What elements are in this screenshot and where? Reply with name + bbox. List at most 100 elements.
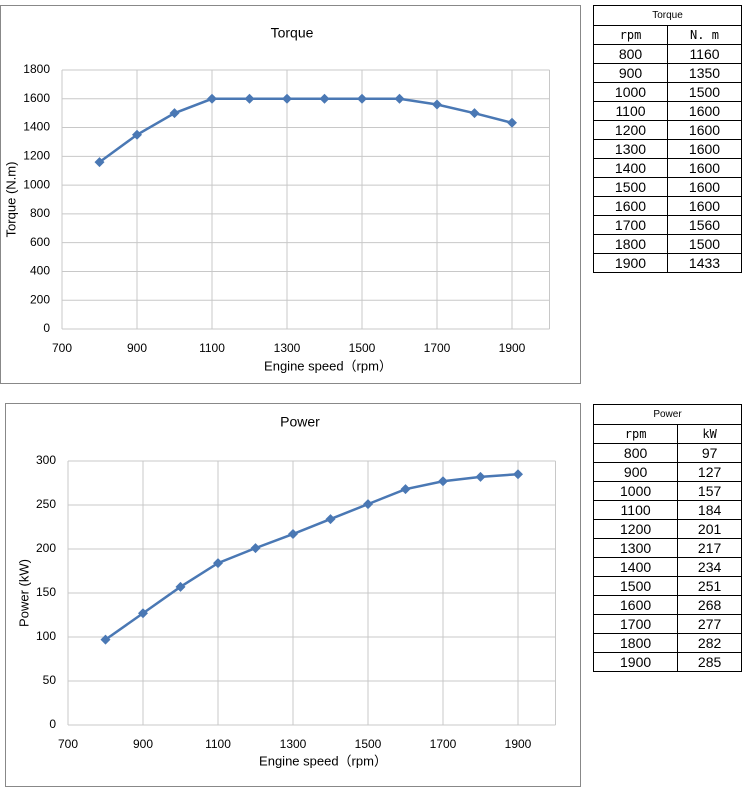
marker	[169, 108, 180, 119]
marker	[438, 476, 448, 487]
y-tick-label: 200	[30, 292, 50, 306]
chart-frame	[5, 403, 581, 787]
table-cell: 1600	[667, 196, 742, 216]
table-cell: 1700	[593, 215, 668, 235]
data-table: Torque rpm N. m 800 1160 900 1350 1000 1500 1100 1…	[593, 5, 742, 273]
table-row: 1900 1433	[593, 253, 742, 273]
x-tick-label: 900	[127, 341, 147, 355]
marker	[244, 93, 255, 104]
marker	[325, 514, 336, 525]
x-tick-label: 1700	[424, 341, 451, 355]
table-row: 1400 234	[592, 557, 742, 577]
x-tick-label: 700	[52, 341, 72, 355]
table-cell: 1500	[667, 234, 742, 254]
y-tick-label: 600	[30, 235, 50, 249]
table-row: 800 1160	[593, 44, 742, 64]
table-cell: 184	[677, 500, 742, 520]
table-row: 1300 217	[592, 538, 742, 558]
x-axis-label: Engine speed（rpm）	[264, 358, 392, 373]
table-row: 1900 285	[592, 652, 742, 672]
chart-frame	[0, 5, 581, 384]
x-tick-label: 700	[58, 737, 78, 751]
table-row: 1000 157	[592, 481, 742, 501]
table-cell: Power	[593, 404, 742, 425]
marker	[475, 471, 486, 482]
table-cell: 1400	[592, 557, 679, 577]
chart-title: Power	[280, 414, 320, 430]
x-tick-label: 1900	[499, 341, 526, 355]
table-row: rpm kW	[592, 424, 742, 444]
table-row: Torque	[593, 5, 742, 26]
table-cell: 1600	[592, 595, 679, 615]
marker	[363, 499, 373, 510]
marker	[207, 93, 217, 104]
x-tick-label: 1500	[355, 737, 382, 751]
x-tick-label: 1700	[430, 737, 457, 751]
table-cell: 1433	[667, 253, 742, 273]
table-cell: 201	[677, 519, 742, 539]
x-tick-label: 1100	[199, 341, 225, 355]
table-cell: 1200	[592, 519, 679, 539]
table-row: 1700 277	[592, 614, 742, 634]
x-tick-label: 1300	[274, 341, 301, 355]
table-cell: 251	[677, 576, 742, 596]
data-table: Power rpm kW 800 97 900 127 1000 157 1100 184 1200 2…	[592, 404, 742, 672]
table-row: 1200 1600	[593, 120, 742, 140]
table-cell: 268	[677, 595, 742, 615]
table-row: 1700 1560	[593, 215, 742, 235]
table-cell: kW	[677, 424, 742, 444]
table-cell: 1300	[592, 538, 679, 558]
table-cell: 217	[677, 538, 742, 558]
marker	[513, 469, 523, 480]
table-cell: 800	[592, 443, 679, 463]
table-row: 1300 1600	[593, 139, 742, 159]
y-tick-label: 100	[36, 629, 56, 643]
table-row: 1500 1600	[593, 177, 742, 197]
marker	[288, 529, 298, 540]
x-tick-label: 1300	[280, 737, 307, 751]
marker	[175, 581, 186, 592]
marker	[432, 99, 442, 110]
table-cell: 1600	[667, 139, 742, 159]
x-tick-label: 1100	[205, 737, 231, 751]
table-cell: 1600	[667, 158, 742, 178]
marker	[213, 558, 223, 569]
marker	[94, 157, 105, 168]
table-row: 900 1350	[593, 63, 742, 83]
y-tick-label: 1200	[23, 149, 50, 163]
marker	[400, 484, 411, 495]
marker	[282, 93, 292, 104]
line	[98, 97, 513, 164]
table-cell: 1800	[593, 234, 668, 254]
x-axis-label: Engine speed（rpm）	[259, 753, 387, 768]
y-tick-label: 800	[30, 206, 50, 220]
table-row: 1100 184	[592, 500, 742, 520]
table-cell: 1000	[593, 82, 668, 102]
table-cell: rpm	[593, 25, 668, 45]
table-row: 1600 1600	[593, 196, 742, 216]
table-cell: 1900	[592, 652, 679, 672]
x-tick-label: 900	[133, 737, 153, 751]
marker	[319, 93, 330, 104]
table-row: 1200 201	[592, 519, 742, 539]
table-cell: 157	[677, 481, 742, 501]
table-row: 1800 282	[592, 633, 742, 653]
table-cell: 1100	[592, 500, 679, 520]
table-row: rpm N. m	[593, 25, 742, 45]
table-cell: 1900	[593, 253, 668, 273]
table-cell: 1500	[592, 576, 679, 596]
marker	[138, 608, 148, 619]
table-cell: 1500	[593, 177, 668, 197]
table-cell: 1100	[593, 101, 668, 121]
marker	[507, 117, 517, 128]
marker	[357, 93, 367, 104]
y-tick-label: 150	[36, 585, 56, 599]
table-cell: 277	[677, 614, 742, 634]
table-cell: 1160	[667, 44, 742, 64]
y-axis-label: Power (kW)	[16, 559, 31, 627]
table-cell: N. m	[667, 25, 742, 45]
table-cell: 1600	[667, 101, 742, 121]
y-tick-label: 250	[36, 497, 56, 511]
x-tick-label: 1900	[505, 737, 532, 751]
